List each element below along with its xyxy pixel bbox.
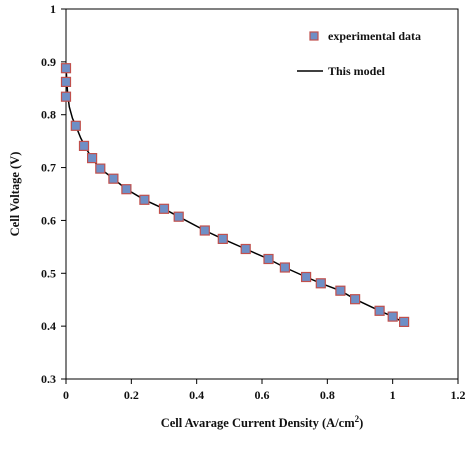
y-tick-label: 1 (50, 2, 56, 16)
x-tick-label: 1 (390, 388, 396, 402)
experimental-data-point (387, 311, 398, 322)
axis-ticks (61, 8, 459, 384)
experimental-data-point (60, 91, 72, 102)
legend-label-model: This model (328, 64, 386, 78)
y-tick-label: 0.6 (41, 213, 56, 227)
experimental-data-point (240, 243, 251, 255)
experimental-data-point (199, 225, 210, 236)
x-axis-title: Cell Avarage Current Density (A/cm2) (161, 414, 364, 430)
y-axis-title: Cell Voltage (V) (8, 152, 22, 237)
x-tick-label: 1.2 (451, 388, 466, 402)
legend: experimental data This model (297, 29, 421, 78)
y-tick-label: 0.9 (41, 55, 56, 69)
x-tick-label: 0.6 (255, 388, 270, 402)
y-tick-label: 0.3 (41, 372, 56, 386)
x-tick-label: 0 (63, 388, 69, 402)
x-tick-label: 0.4 (189, 388, 204, 402)
x-tick-labels: 0 0.2 0.4 0.6 0.8 1 1.2 (63, 388, 466, 402)
experimental-data-point (315, 278, 326, 289)
experimental-data-point (399, 316, 410, 327)
y-tick-label: 0.4 (41, 319, 56, 333)
experimental-data-point (158, 203, 170, 214)
experimental-data-point (335, 285, 346, 296)
experimental-data-point (108, 173, 119, 184)
x-tick-label: 0.2 (124, 388, 139, 402)
y-tick-label: 0.7 (41, 161, 56, 175)
experimental-data-point (121, 184, 132, 195)
experimental-markers (60, 63, 410, 327)
experimental-data-point (86, 153, 98, 164)
experimental-data-point (217, 233, 228, 244)
x-tick-label: 0.8 (320, 388, 335, 402)
experimental-data-point (60, 63, 72, 74)
experimental-data-point (60, 76, 72, 88)
legend-marker-experimental (309, 31, 319, 41)
experimental-data-point (301, 271, 312, 283)
experimental-data-point (279, 262, 290, 273)
experimental-data-point (139, 194, 150, 205)
experimental-data-point (173, 211, 184, 222)
experimental-data-point (374, 305, 385, 316)
legend-label-experimental: experimental data (328, 29, 421, 43)
experimental-data-point (95, 163, 106, 174)
experimental-data-point (263, 253, 274, 265)
experimental-data-point (70, 120, 81, 131)
experimental-data-point (78, 140, 90, 151)
y-tick-label: 0.5 (41, 266, 56, 280)
y-tick-labels: 0.3 0.4 0.5 0.6 0.7 0.8 0.9 1 (41, 2, 56, 386)
y-tick-label: 0.8 (41, 108, 56, 122)
experimental-data-point (350, 294, 361, 305)
